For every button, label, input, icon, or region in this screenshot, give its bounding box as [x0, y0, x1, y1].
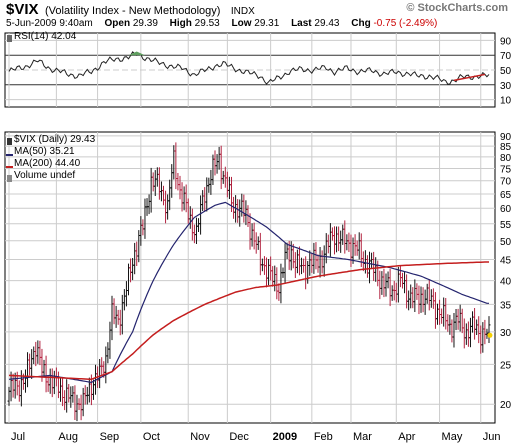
x-tick-label: Oct	[143, 431, 160, 443]
x-tick-label: Nov	[190, 431, 210, 443]
rsi-trend-line	[453, 73, 486, 82]
price-legend: $VIX (Daily) 29.43 MA(50) 35.21 MA(200) …	[14, 134, 95, 182]
stat-open-label: Open	[104, 18, 131, 29]
x-tick-label: Jun	[483, 431, 501, 443]
x-tick-label: Jul	[11, 431, 25, 443]
price-tick-label: 55	[500, 220, 512, 231]
stat-chg-value: -0.75 (-2.49%)	[373, 18, 438, 29]
stat-high-label: High	[169, 18, 192, 29]
legend-volume: Volume undef	[14, 170, 76, 181]
price-tick-label: 70	[500, 177, 512, 188]
rsi-tick-label: 10	[500, 96, 512, 107]
rsi-tick-label: 70	[500, 51, 512, 62]
legend-vix: $VIX (Daily) 29.43	[14, 134, 96, 145]
stat-low-label: Low	[231, 18, 252, 29]
vix-legend-swatch	[7, 138, 12, 145]
rsi-tick-label: 30	[500, 81, 512, 92]
stat-low-value: 29.31	[254, 18, 280, 29]
ma200-line	[8, 261, 489, 381]
stat-last-label: Last	[291, 18, 312, 29]
volume-legend-swatch	[7, 175, 12, 182]
price-tick-label: 20	[500, 400, 512, 411]
stat-chg-label: Chg	[351, 18, 371, 29]
price-tick-label: 30	[500, 328, 512, 339]
stat-open-value: 29.39	[132, 18, 158, 29]
timestamp: 5-Jun-2009 9:40am	[6, 18, 93, 29]
price-tick-label: 75	[500, 164, 512, 175]
index-name: (Volatility Index - New Methodology)	[44, 5, 221, 17]
price-tick-label: 45	[500, 256, 512, 267]
stat-last-value: 29.43	[314, 18, 340, 29]
x-tick-label: Sep	[100, 431, 120, 443]
x-tick-label: May	[442, 431, 463, 443]
chart-title: $VIX (Volatility Index - New Methodology…	[6, 1, 255, 19]
x-tick-label: Apr	[398, 431, 415, 443]
price-tick-label: 65	[500, 190, 512, 201]
price-tick-label: 25	[500, 360, 512, 371]
price-tick-label: 60	[500, 204, 512, 215]
stockcharts-logo: © StockCharts.com	[406, 2, 508, 14]
legend-ma50: MA(50) 35.21	[14, 146, 75, 157]
x-tick-label: Feb	[314, 431, 333, 443]
x-tick-label: 2009	[273, 431, 297, 443]
x-tick-label: Mar	[353, 431, 372, 443]
stat-high-value: 29.53	[194, 18, 220, 29]
ma50-line	[8, 201, 489, 384]
exchange: INDX	[230, 6, 255, 17]
rsi-overbought-area	[128, 51, 145, 56]
quote-stats: 5-Jun-2009 9:40am Open 29.39 High 29.53 …	[6, 18, 437, 29]
rsi-line	[8, 51, 490, 85]
last-price-marker	[487, 332, 493, 338]
rsi-tick-label: 50	[500, 66, 512, 77]
x-tick-label: Aug	[58, 431, 78, 443]
rsi-legend-label: RSI(14) 42.04	[14, 31, 77, 42]
price-tick-label: 85	[500, 142, 512, 153]
rsi-legend: RSI(14) 42.04	[14, 31, 76, 42]
rsi-tick-label: 90	[500, 36, 512, 47]
x-tick-label: Dec	[229, 431, 249, 443]
price-tick-label: 90	[500, 132, 512, 143]
price-tick-label: 35	[500, 300, 512, 311]
price-tick-label: 80	[500, 153, 512, 164]
brand-watermark: © StockCharts.com	[406, 2, 510, 14]
legend-ma200: MA(200) 44.40	[14, 158, 81, 169]
price-tick-label: 50	[500, 237, 512, 248]
rsi-legend-swatch	[7, 35, 12, 42]
price-tick-label: 40	[500, 277, 512, 288]
ticker-symbol: $VIX	[6, 1, 39, 18]
